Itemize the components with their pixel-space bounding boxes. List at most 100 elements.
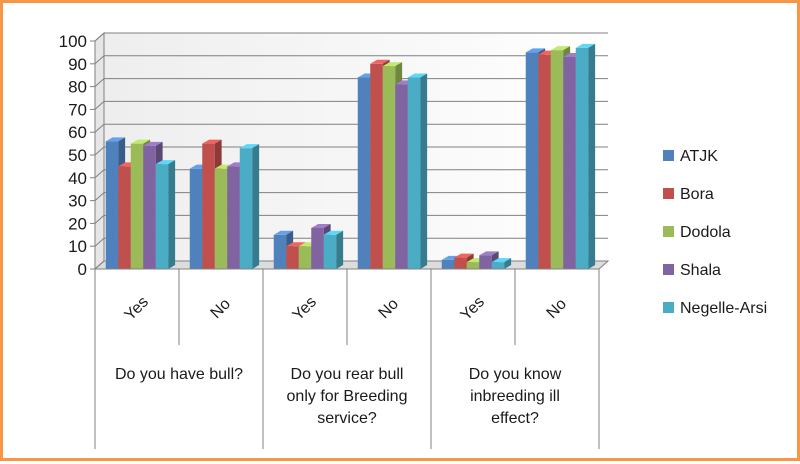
bar-top bbox=[491, 258, 512, 263]
gridline-depth bbox=[94, 237, 105, 247]
y-tick-label: 60 bbox=[68, 123, 87, 142]
bar-front bbox=[466, 262, 480, 269]
bar-side bbox=[336, 230, 344, 269]
bar-top bbox=[370, 59, 390, 64]
legend-swatch bbox=[663, 188, 674, 199]
category-label: Yes bbox=[290, 294, 320, 324]
category-label: No bbox=[544, 295, 571, 322]
y-tick-label: 100 bbox=[59, 32, 87, 51]
bar-front bbox=[575, 47, 589, 270]
bar-front bbox=[298, 246, 312, 269]
bar-top bbox=[575, 43, 596, 48]
bar-front bbox=[525, 52, 539, 270]
bar-front bbox=[357, 77, 371, 269]
bar-front bbox=[143, 145, 156, 269]
bar-front bbox=[118, 166, 131, 269]
y-tick-label: 0 bbox=[78, 260, 87, 279]
bar bbox=[323, 230, 344, 269]
group-label: Do you have bull? bbox=[115, 366, 243, 383]
x-axis: Yes No Yes No Yes No Do you have bull? Do you r… bbox=[94, 268, 600, 449]
bar-front bbox=[323, 234, 337, 269]
y-tick-label: 50 bbox=[68, 146, 87, 165]
bar bbox=[239, 144, 260, 269]
bar-front bbox=[202, 143, 215, 269]
bar-front bbox=[227, 166, 240, 269]
legend-label: Shala bbox=[680, 262, 721, 279]
bar-front bbox=[370, 63, 383, 269]
gridline-depth bbox=[94, 260, 105, 270]
bar-front bbox=[382, 66, 396, 269]
bar-top bbox=[550, 46, 571, 51]
bar bbox=[491, 258, 512, 269]
group-label: Do you rear bull bbox=[291, 366, 404, 383]
bar bbox=[407, 73, 428, 269]
bar-top bbox=[479, 251, 499, 256]
gridlines bbox=[94, 32, 608, 270]
bar-front bbox=[155, 164, 169, 269]
y-tick-label: 20 bbox=[68, 214, 87, 233]
gridline-depth bbox=[94, 215, 105, 224]
legend-item: ATJK bbox=[663, 148, 718, 165]
bar-side bbox=[588, 43, 596, 270]
gridline-depth bbox=[94, 146, 105, 156]
bar-top bbox=[273, 230, 294, 235]
bar-side bbox=[252, 144, 260, 269]
bar-top bbox=[286, 242, 306, 247]
legend-label: Dodola bbox=[680, 224, 731, 241]
category-label: Yes bbox=[458, 294, 488, 324]
bar-front bbox=[395, 84, 408, 269]
bar-front bbox=[563, 56, 576, 270]
bar-front bbox=[550, 50, 564, 270]
category-label: Yes bbox=[122, 294, 152, 324]
bar-top bbox=[239, 144, 260, 149]
group-label: effect? bbox=[491, 410, 539, 427]
bar-top bbox=[143, 141, 163, 146]
bar-top bbox=[382, 62, 403, 67]
category-label: No bbox=[208, 295, 235, 322]
gridline-depth bbox=[94, 169, 105, 179]
bar-top bbox=[311, 223, 331, 228]
y-tick-label: 30 bbox=[68, 192, 87, 211]
legend: ATJK Bora Dodola Shala Negelle-Arsi bbox=[663, 148, 767, 317]
gridline-depth bbox=[94, 55, 105, 65]
y-axis-ticks: 0 10 20 30 40 50 60 70 80 90 100 bbox=[59, 32, 96, 279]
bar-front bbox=[479, 255, 492, 269]
y-tick-label: 70 bbox=[68, 100, 87, 119]
y-tick-label: 90 bbox=[68, 55, 87, 74]
bar-chart: 0 10 20 30 40 50 60 70 80 90 100 Yes No Yes No Yes No Do… bbox=[59, 31, 767, 449]
bar-top bbox=[105, 137, 126, 142]
legend-swatch bbox=[663, 264, 674, 275]
legend-item: Negelle-Arsi bbox=[663, 300, 767, 317]
bar-front bbox=[286, 246, 299, 269]
bar-front bbox=[105, 141, 119, 269]
bar-front bbox=[311, 227, 324, 269]
bar-front bbox=[454, 257, 467, 269]
bar-top bbox=[525, 48, 546, 53]
bar-top bbox=[454, 253, 474, 258]
bar-front bbox=[538, 54, 551, 270]
legend-label: Negelle-Arsi bbox=[680, 300, 767, 317]
gridline-depth bbox=[94, 101, 105, 110]
bar-front bbox=[441, 259, 455, 269]
group-label: service? bbox=[317, 410, 377, 427]
bar bbox=[575, 43, 596, 270]
bar-front bbox=[214, 168, 228, 269]
legend-item: Bora bbox=[663, 186, 714, 203]
bar-top bbox=[155, 160, 176, 165]
category-label: No bbox=[376, 295, 403, 322]
bar-front bbox=[407, 77, 421, 269]
bar-front bbox=[239, 148, 253, 269]
bar-top bbox=[202, 139, 222, 144]
y-tick-label: 80 bbox=[68, 78, 87, 97]
bar-front bbox=[189, 168, 203, 269]
bar-top bbox=[130, 139, 151, 144]
legend-swatch bbox=[663, 302, 674, 313]
bar-front bbox=[491, 262, 505, 269]
bar-side bbox=[168, 160, 176, 269]
bar-top bbox=[323, 230, 344, 235]
bar-side bbox=[504, 258, 512, 269]
group-label: Do you know bbox=[469, 366, 562, 383]
bar-front bbox=[273, 234, 287, 269]
bar-side bbox=[420, 73, 428, 269]
